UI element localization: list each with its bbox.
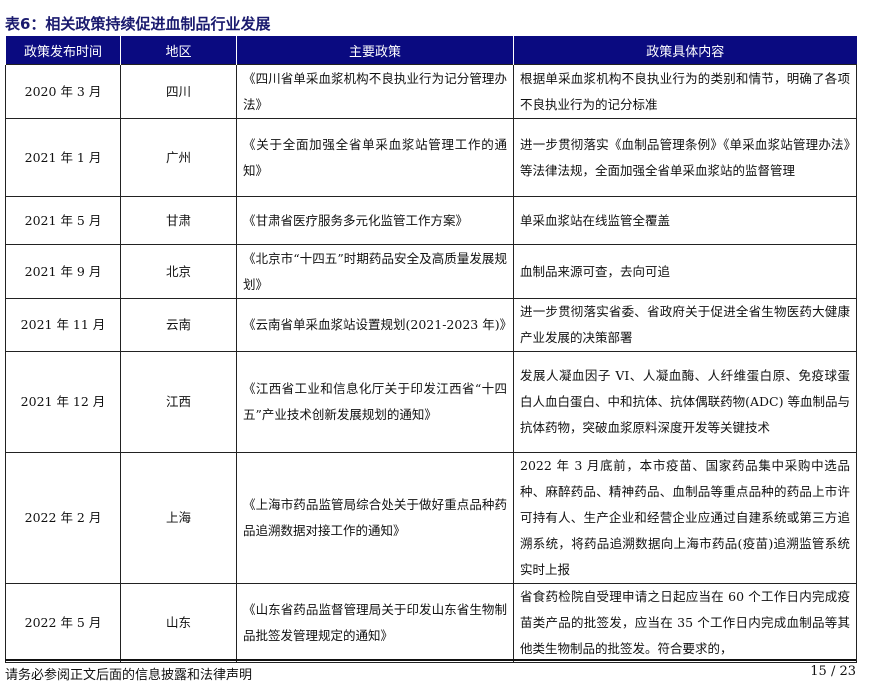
cell-region: 广州	[120, 118, 237, 197]
table-header-row: 政策发布时间 地区 主要政策 政策具体内容	[5, 36, 857, 65]
cell-date: 2021 年 9 月	[5, 244, 121, 299]
cell-region: 云南	[120, 298, 237, 352]
cell-date: 2022 年 2 月	[5, 452, 121, 584]
table-row: 2020 年 3 月四川 《四川省单采血浆机构不良执业行为记分管理办法》 根据单采血…	[5, 64, 857, 119]
cell-policy: 《云南省单采血浆站设置规划(2021-2023 年)》	[236, 298, 514, 352]
cell-policy: 《关于全面加强全省单采血浆站管理工作的通知》	[236, 118, 514, 197]
cell-policy: 《甘肃省医疗服务多元化监管工作方案》	[236, 196, 514, 245]
policy-table: 政策发布时间 地区 主要政策 政策具体内容 2020 年 3 月四川 《四川省单采…	[5, 36, 857, 663]
cell-content: 发展人凝血因子 VI、人凝血酶、人纤维蛋白原、免疫球蛋白人血白蛋白、中和抗体、抗…	[513, 351, 857, 453]
table-row: 2022 年 5 月山东 《山东省药品监督管理局关于印发山东省生物制品批签发管理规…	[5, 583, 857, 663]
header-region: 地区	[120, 36, 237, 65]
footer-divider	[5, 659, 856, 661]
cell-region: 山东	[120, 583, 237, 663]
cell-date: 2021 年 12 月	[5, 351, 121, 453]
cell-content: 省食药检院自受理申请之日起应当在 60 个工作日内完成疫苗类产品的批签发，应当在…	[513, 583, 857, 663]
table-row: 2021 年 5 月甘肃 《甘肃省医疗服务多元化监管工作方案》 单采血浆站在线监管全…	[5, 196, 857, 245]
header-policy: 主要政策	[236, 36, 514, 65]
page-number: 15 / 23	[810, 664, 856, 679]
table-row: 2022 年 2 月上海 《上海市药品监管局综合处关于做好重点品种药品追溯数据对接…	[5, 452, 857, 584]
cell-date: 2021 年 1 月	[5, 118, 121, 197]
cell-policy: 《北京市“十四五”时期药品安全及高质量发展规划》	[236, 244, 514, 299]
cell-content: 根据单采血浆机构不良执业行为的类别和情节，明确了各项不良执业行为的记分标准	[513, 64, 857, 119]
cell-date: 2022 年 5 月	[5, 583, 121, 663]
table-row: 2021 年 1 月广州 《关于全面加强全省单采血浆站管理工作的通知》 进一步贯彻落…	[5, 118, 857, 197]
cell-policy: 《四川省单采血浆机构不良执业行为记分管理办法》	[236, 64, 514, 119]
table-row: 2021 年 11 月云南 《云南省单采血浆站设置规划(2021-2023 年)》…	[5, 298, 857, 352]
cell-policy: 《上海市药品监管局综合处关于做好重点品种药品追溯数据对接工作的通知》	[236, 452, 514, 584]
cell-date: 2020 年 3 月	[5, 64, 121, 119]
header-date: 政策发布时间	[5, 36, 121, 65]
cell-content: 单采血浆站在线监管全覆盖	[513, 196, 857, 245]
cell-content: 2022 年 3 月底前，本市疫苗、国家药品集中采购中选品种、麻醉药品、精神药品…	[513, 452, 857, 584]
table-title: 表6：相关政策持续促进血制品行业发展	[5, 15, 271, 33]
cell-content: 进一步贯彻落实省委、省政府关于促进全省生物医药大健康产业发展的决策部署	[513, 298, 857, 352]
table-row: 2021 年 12 月江西 《江西省工业和信息化厅关于印发江西省“十四五”产业技术…	[5, 351, 857, 453]
cell-content: 血制品来源可查，去向可追	[513, 244, 857, 299]
cell-region: 四川	[120, 64, 237, 119]
cell-date: 2021 年 11 月	[5, 298, 121, 352]
cell-region: 江西	[120, 351, 237, 453]
cell-policy: 《江西省工业和信息化厅关于印发江西省“十四五”产业技术创新发展规划的通知》	[236, 351, 514, 453]
cell-content: 进一步贯彻落实《血制品管理条例》《单采血浆站管理办法》等法律法规，全面加强全省单…	[513, 118, 857, 197]
cell-policy: 《山东省药品监督管理局关于印发山东省生物制品批签发管理规定的通知》	[236, 583, 514, 663]
cell-region: 甘肃	[120, 196, 237, 245]
cell-region: 北京	[120, 244, 237, 299]
header-content: 政策具体内容	[513, 36, 857, 65]
table-row: 2021 年 9 月北京 《北京市“十四五”时期药品安全及高质量发展规划》 血制品来…	[5, 244, 857, 299]
cell-date: 2021 年 5 月	[5, 196, 121, 245]
footer-disclaimer: 请务必参阅正文后面的信息披露和法律声明	[5, 668, 253, 683]
cell-region: 上海	[120, 452, 237, 584]
